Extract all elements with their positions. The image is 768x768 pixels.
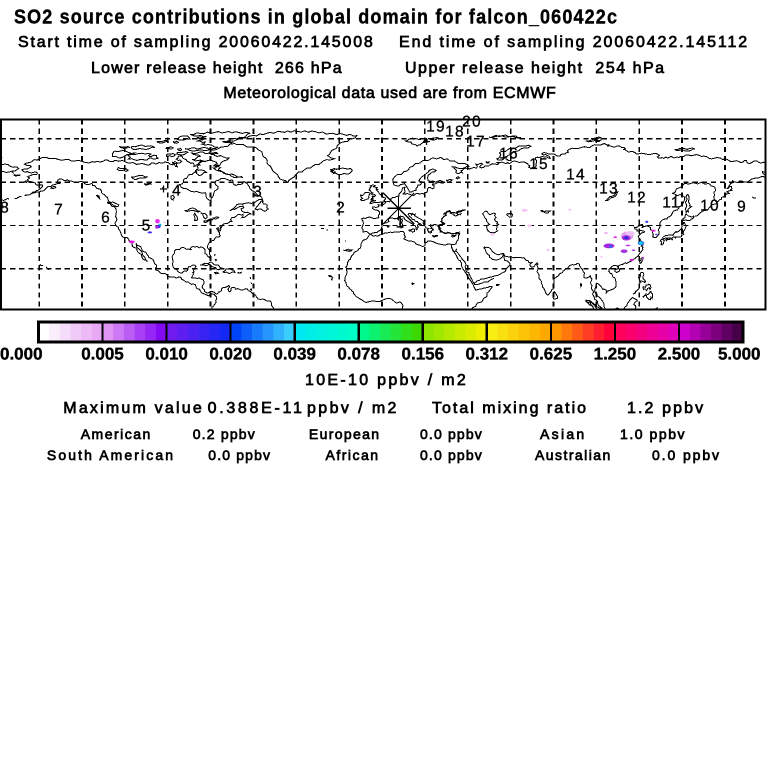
svg-text:5.000: 5.000: [718, 345, 761, 364]
svg-text:13: 13: [599, 181, 619, 198]
svg-text:2: 2: [336, 200, 346, 217]
svg-text:20: 20: [462, 114, 482, 131]
svg-text:5: 5: [142, 218, 152, 235]
svg-text:0.312: 0.312: [466, 345, 509, 364]
svg-text:0.156: 0.156: [402, 345, 445, 364]
svg-text:2.500: 2.500: [658, 345, 701, 364]
svg-text:11: 11: [662, 195, 681, 212]
svg-text:0.625: 0.625: [530, 345, 573, 364]
svg-text:6: 6: [101, 210, 111, 227]
svg-text:18: 18: [445, 124, 465, 141]
svg-text:0.078: 0.078: [337, 345, 380, 364]
svg-text:14: 14: [566, 167, 586, 184]
svg-text:19: 19: [426, 119, 446, 136]
svg-text:1.250: 1.250: [594, 345, 637, 364]
svg-text:0.020: 0.020: [209, 345, 252, 364]
svg-text:16: 16: [499, 146, 519, 163]
svg-text:9: 9: [737, 199, 747, 216]
svg-text:1: 1: [396, 215, 406, 232]
svg-text:17: 17: [466, 134, 486, 151]
svg-text:0.000: 0.000: [0, 345, 43, 364]
svg-text:4: 4: [172, 183, 182, 200]
svg-text:0.010: 0.010: [145, 345, 188, 364]
svg-text:12: 12: [627, 190, 647, 207]
svg-text:3: 3: [253, 184, 263, 201]
svg-text:10: 10: [700, 198, 720, 215]
svg-text:0.005: 0.005: [81, 345, 124, 364]
svg-text:15: 15: [529, 156, 549, 173]
svg-text:8: 8: [0, 200, 10, 217]
svg-text:0.039: 0.039: [273, 345, 316, 364]
svg-text:7: 7: [54, 202, 64, 219]
